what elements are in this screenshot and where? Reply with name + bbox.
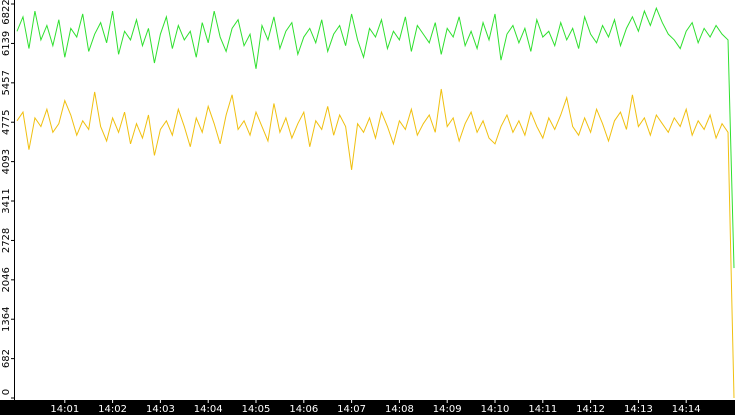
x-tick-label: 14:11: [528, 404, 557, 415]
series-line: [16, 88, 735, 399]
y-tick-label: 0: [1, 389, 12, 395]
x-tick-label: 14:03: [146, 404, 175, 415]
series-line: [16, 6, 735, 269]
x-tick-label: 14:14: [672, 404, 701, 415]
x-tick-label: 14:04: [194, 404, 223, 415]
x-tick-label: 14:05: [242, 404, 271, 415]
x-tick-label: 14:09: [433, 404, 462, 415]
x-tick-label: 14:02: [98, 404, 127, 415]
x-tick-label: 14:10: [481, 404, 510, 415]
y-tick-label: 2046: [1, 267, 12, 292]
y-tick-label: 1364: [1, 306, 12, 331]
x-tick-label: 14:07: [337, 404, 366, 415]
x-tick-label: 14:13: [624, 404, 653, 415]
x-tick-label: 14:08: [385, 404, 414, 415]
y-tick-label: 3411: [1, 188, 12, 213]
y-tick-label: 6139: [1, 31, 12, 56]
y-tick-label: 4775: [1, 109, 12, 134]
y-tick-label: 682: [1, 349, 12, 368]
x-axis-band: [0, 400, 735, 415]
y-tick-label: 4093: [1, 149, 12, 174]
x-tick-label: 14:06: [289, 404, 318, 415]
y-tick-label: 6822: [1, 0, 12, 25]
y-tick-label: 5457: [1, 70, 12, 95]
x-tick-label: 14:12: [576, 404, 605, 415]
x-tick-label: 14:01: [50, 404, 79, 415]
y-tick-label: 2728: [1, 228, 12, 253]
